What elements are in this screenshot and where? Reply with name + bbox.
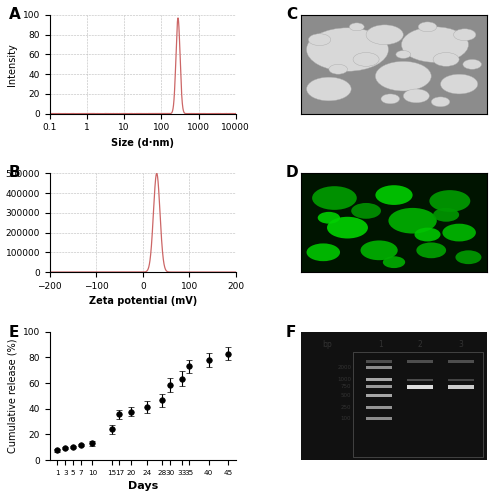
FancyBboxPatch shape [448, 360, 474, 362]
X-axis label: Days: Days [128, 482, 158, 492]
FancyBboxPatch shape [448, 379, 474, 381]
X-axis label: Zeta potential (mV): Zeta potential (mV) [88, 296, 197, 306]
Circle shape [375, 62, 431, 91]
Circle shape [329, 64, 347, 74]
FancyBboxPatch shape [366, 366, 392, 369]
Circle shape [381, 94, 400, 104]
Circle shape [375, 185, 413, 205]
Text: C: C [286, 7, 297, 22]
FancyBboxPatch shape [407, 384, 433, 389]
Text: A: A [9, 7, 20, 22]
FancyBboxPatch shape [366, 406, 392, 409]
Circle shape [454, 29, 476, 40]
FancyBboxPatch shape [366, 378, 392, 380]
Circle shape [418, 22, 437, 32]
FancyBboxPatch shape [407, 379, 433, 381]
Text: 750: 750 [341, 384, 351, 390]
FancyBboxPatch shape [407, 360, 433, 362]
FancyBboxPatch shape [353, 352, 484, 458]
Text: 2: 2 [417, 340, 422, 349]
FancyBboxPatch shape [366, 394, 392, 398]
Circle shape [307, 28, 389, 71]
FancyBboxPatch shape [366, 360, 392, 362]
Circle shape [440, 74, 478, 94]
Text: bp: bp [322, 340, 332, 349]
Y-axis label: Cumulative release (%): Cumulative release (%) [7, 338, 17, 453]
Circle shape [349, 23, 364, 31]
Circle shape [366, 25, 403, 44]
Text: 1000: 1000 [337, 376, 351, 382]
Text: 3: 3 [459, 340, 463, 349]
Circle shape [307, 244, 340, 261]
Circle shape [442, 224, 476, 242]
FancyBboxPatch shape [366, 418, 392, 420]
Text: E: E [9, 326, 19, 340]
Text: 100: 100 [341, 416, 351, 422]
Circle shape [307, 77, 351, 101]
Circle shape [360, 240, 398, 260]
Text: 2000: 2000 [337, 365, 351, 370]
X-axis label: Size (d·nm): Size (d·nm) [111, 138, 174, 148]
Circle shape [383, 256, 405, 268]
Circle shape [353, 52, 379, 66]
FancyBboxPatch shape [448, 384, 474, 389]
Circle shape [414, 228, 440, 241]
Text: 500: 500 [341, 392, 351, 398]
Circle shape [309, 34, 331, 46]
Circle shape [431, 97, 450, 107]
Text: B: B [9, 166, 20, 180]
Circle shape [327, 217, 368, 238]
Circle shape [351, 203, 381, 219]
FancyBboxPatch shape [366, 386, 392, 388]
Circle shape [396, 50, 411, 58]
Circle shape [429, 190, 470, 212]
Text: 1: 1 [379, 340, 383, 349]
Circle shape [403, 89, 429, 103]
Circle shape [433, 208, 459, 222]
Text: 250: 250 [341, 405, 351, 410]
Text: D: D [286, 166, 299, 180]
Circle shape [402, 27, 469, 63]
Circle shape [463, 60, 482, 70]
Text: F: F [286, 326, 296, 340]
Y-axis label: Intensity: Intensity [7, 43, 17, 86]
Circle shape [433, 52, 459, 66]
Circle shape [318, 212, 340, 224]
Circle shape [455, 250, 482, 264]
Circle shape [312, 186, 357, 210]
Circle shape [389, 208, 437, 234]
Circle shape [416, 242, 446, 258]
